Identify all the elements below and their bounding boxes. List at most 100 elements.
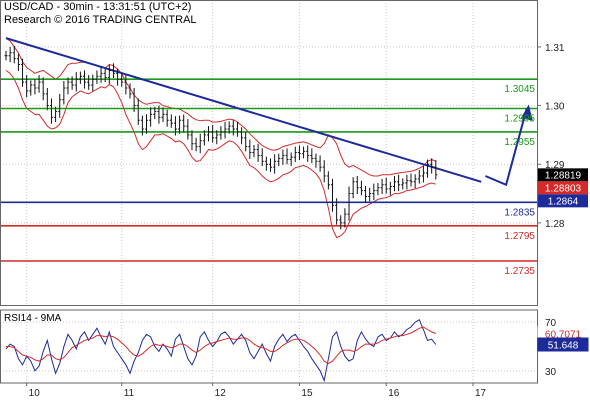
price-tag-label-1: 1.28803 — [545, 184, 582, 195]
price-bar-47 — [198, 133, 202, 154]
price-bar-60 — [252, 144, 256, 158]
price-bar-36 — [153, 106, 157, 120]
price-tick-label-3: 1.28 — [545, 219, 565, 230]
price-bar-27 — [116, 68, 120, 86]
price-bar-2 — [12, 45, 16, 64]
level-label-1: 1.2995 — [504, 114, 535, 125]
price-bar-96 — [401, 178, 405, 190]
price-bar-101 — [421, 165, 425, 183]
price-bar-13 — [58, 93, 62, 118]
price-bar-90 — [376, 183, 380, 196]
price-bar-57 — [240, 127, 244, 145]
price-bar-16 — [70, 76, 74, 90]
x-tick-label-5: 17 — [475, 388, 487, 399]
price-bar-76 — [318, 155, 322, 172]
price-bar-70 — [293, 146, 297, 162]
price-bar-0 — [4, 51, 8, 61]
projection-arrowhead — [520, 104, 533, 121]
price-bar-54 — [227, 121, 231, 134]
price-bar-59 — [248, 139, 252, 159]
price-bar-75 — [314, 153, 318, 168]
x-tick-label-4: 16 — [388, 388, 400, 399]
price-bar-24 — [103, 68, 107, 83]
price-bar-56 — [235, 122, 239, 137]
price-bar-62 — [260, 148, 264, 166]
price-bar-6 — [29, 80, 33, 96]
price-bar-44 — [186, 119, 190, 140]
trendline — [5, 37, 482, 183]
price-bar-83 — [347, 186, 351, 221]
price-bar-77 — [322, 160, 326, 183]
price-bar-65 — [273, 154, 277, 174]
rsi-panel-frame — [0, 309, 538, 384]
price-bar-7 — [33, 79, 37, 95]
rsi-panel-title: RSI14 - 9MA — [4, 313, 62, 324]
price-tag-label-2: 1.2864 — [548, 197, 579, 208]
price-bar-82 — [343, 208, 347, 228]
price-bar-15 — [66, 77, 70, 95]
price-bar-10 — [45, 87, 49, 111]
price-bar-4 — [21, 58, 25, 87]
price-bar-61 — [256, 143, 260, 162]
price-bar-1 — [8, 46, 12, 63]
price-tag-bg-2 — [538, 194, 588, 208]
price-bar-68 — [285, 148, 289, 165]
price-bar-51 — [215, 130, 219, 145]
price-bar-46 — [194, 137, 198, 152]
price-bar-31 — [132, 87, 136, 113]
price-bar-64 — [269, 158, 272, 172]
x-tick-label-2: 12 — [215, 388, 227, 399]
price-bar-78 — [326, 171, 330, 190]
price-bar-100 — [417, 170, 421, 184]
chart-title: USD/CAD - 30min - 13:31:51 (UTC+2) — [4, 1, 192, 13]
price-bar-71 — [297, 145, 301, 161]
price-bar-49 — [207, 126, 211, 142]
price-bar-43 — [182, 114, 186, 133]
price-bar-18 — [78, 71, 82, 84]
price-bar-9 — [41, 77, 45, 101]
price-bar-42 — [178, 115, 182, 134]
price-bar-34 — [145, 114, 149, 134]
price-bar-33 — [140, 115, 144, 136]
price-bar-55 — [231, 120, 235, 136]
rsi-tick-label-1: 30 — [545, 367, 557, 378]
rsi-tick-label-0: 70 — [545, 318, 557, 329]
price-tag-bg-0 — [538, 168, 588, 182]
price-bar-97 — [405, 174, 409, 190]
x-tick-label-1: 11 — [124, 388, 135, 399]
price-bar-72 — [302, 146, 306, 159]
price-tag-bg-1 — [538, 181, 588, 195]
level-label-5: 1.2735 — [504, 266, 535, 277]
price-bar-88 — [368, 187, 372, 202]
price-bar-20 — [87, 75, 91, 90]
price-bar-25 — [107, 64, 111, 84]
upper-band-line — [5, 37, 437, 177]
rsi-tag-label-1: 51.648 — [548, 340, 579, 351]
price-bar-89 — [372, 183, 376, 201]
price-bar-99 — [413, 174, 417, 189]
rsi-series-1 — [6, 326, 436, 365]
price-bar-92 — [384, 177, 388, 194]
price-bar-45 — [190, 130, 194, 151]
price-bar-35 — [149, 107, 153, 127]
price-bar-103 — [430, 158, 434, 174]
price-bar-98 — [409, 173, 413, 187]
price-bar-41 — [173, 116, 177, 136]
price-bar-53 — [223, 122, 227, 139]
rsi-tag-bg-1 — [537, 337, 589, 352]
price-bar-29 — [124, 75, 128, 95]
rsi-tag-label-0: 60.7071 — [545, 329, 582, 340]
price-bar-12 — [54, 106, 58, 122]
price-bar-84 — [351, 177, 355, 199]
price-bar-30 — [128, 83, 132, 99]
price-bar-40 — [169, 114, 173, 128]
price-bar-50 — [211, 124, 215, 143]
price-bar-104 — [434, 160, 438, 180]
price-tick-label-2: 1.29 — [545, 160, 565, 171]
lower-band-line — [5, 69, 436, 239]
price-bar-74 — [310, 148, 314, 164]
price-tick-label-0: 1.31 — [545, 43, 565, 54]
price-bar-69 — [289, 152, 293, 166]
price-bar-39 — [165, 109, 169, 127]
